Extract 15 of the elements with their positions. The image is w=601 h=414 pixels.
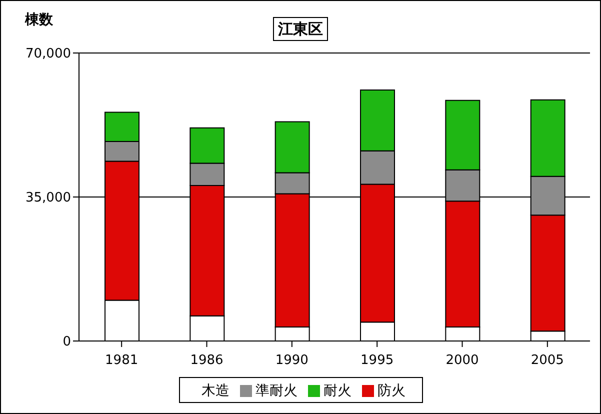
legend-label: 耐火 [324,383,352,399]
x-tick-label: 2005 [530,353,564,368]
legend-label: 防火 [378,383,406,399]
x-tick-label: 1981 [105,353,138,368]
x-tick-label: 1986 [190,353,224,368]
y-tick-label: 35,000 [26,190,71,206]
y-axis-title: 棟数 [25,11,53,29]
x-tick-label: 1995 [360,353,394,368]
x-tick-label: 2000 [446,353,479,368]
x-tick-label: 1990 [275,353,308,368]
text: 木造 [202,383,230,399]
legend-label: 準耐火 [256,383,298,399]
chart-title: 江東区 [273,17,328,41]
y-tick-label: 0 [62,334,71,350]
y-tick-label: 70,000 [26,46,71,62]
